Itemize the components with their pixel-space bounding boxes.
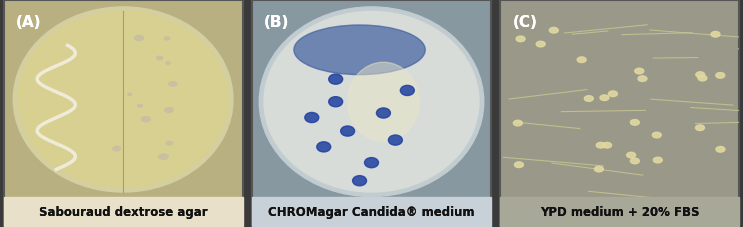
Text: (A): (A) — [16, 15, 41, 30]
Ellipse shape — [638, 76, 647, 82]
Text: Sabouraud dextrose agar: Sabouraud dextrose agar — [39, 205, 207, 218]
Text: CHROMagar Candida® medium: CHROMagar Candida® medium — [268, 205, 475, 218]
Ellipse shape — [653, 158, 662, 163]
Bar — [252, 197, 491, 226]
Ellipse shape — [166, 142, 172, 145]
Ellipse shape — [169, 82, 177, 87]
Ellipse shape — [577, 58, 586, 63]
Ellipse shape — [141, 117, 150, 122]
Ellipse shape — [609, 91, 617, 97]
Ellipse shape — [113, 147, 120, 151]
Ellipse shape — [698, 76, 707, 81]
Ellipse shape — [389, 136, 403, 146]
Text: (A): (A) — [16, 15, 41, 30]
Ellipse shape — [549, 28, 558, 34]
Ellipse shape — [259, 8, 484, 197]
Ellipse shape — [166, 62, 170, 65]
Ellipse shape — [716, 147, 725, 153]
Ellipse shape — [264, 12, 479, 192]
Ellipse shape — [157, 57, 163, 61]
Text: (B): (B) — [264, 15, 290, 30]
Ellipse shape — [165, 108, 173, 113]
Ellipse shape — [317, 142, 331, 152]
Ellipse shape — [513, 121, 522, 126]
Ellipse shape — [328, 97, 343, 107]
Ellipse shape — [695, 125, 704, 131]
Ellipse shape — [13, 8, 233, 192]
Ellipse shape — [635, 69, 643, 74]
Text: Sabouraud dextrose agar: Sabouraud dextrose agar — [39, 205, 207, 218]
Ellipse shape — [305, 113, 319, 123]
Ellipse shape — [353, 176, 366, 186]
Ellipse shape — [340, 126, 354, 136]
Bar — [4, 197, 242, 226]
Ellipse shape — [159, 154, 168, 160]
Ellipse shape — [630, 158, 639, 164]
Ellipse shape — [695, 72, 705, 78]
Ellipse shape — [600, 96, 609, 101]
Ellipse shape — [164, 38, 169, 41]
Text: YPD medium + 20% FBS: YPD medium + 20% FBS — [540, 205, 700, 218]
Bar — [252, 197, 491, 226]
Ellipse shape — [711, 32, 720, 38]
Text: (C): (C) — [513, 15, 537, 30]
Ellipse shape — [626, 153, 635, 158]
Text: (C): (C) — [513, 15, 537, 30]
Bar — [501, 1, 739, 197]
Ellipse shape — [536, 42, 545, 48]
Text: CHROMagar Candida® medium: CHROMagar Candida® medium — [268, 205, 475, 218]
Ellipse shape — [514, 162, 523, 168]
Ellipse shape — [377, 109, 390, 118]
Ellipse shape — [348, 63, 419, 142]
Ellipse shape — [365, 158, 378, 168]
Bar — [4, 197, 242, 226]
Ellipse shape — [603, 143, 611, 148]
Bar — [501, 197, 739, 226]
Ellipse shape — [328, 75, 343, 85]
Text: YPD medium + 20% FBS: YPD medium + 20% FBS — [540, 205, 700, 218]
Ellipse shape — [137, 105, 143, 108]
Ellipse shape — [630, 120, 639, 126]
Ellipse shape — [128, 94, 132, 96]
Bar — [501, 197, 739, 226]
Ellipse shape — [652, 133, 661, 138]
Ellipse shape — [584, 96, 593, 102]
Ellipse shape — [596, 143, 606, 148]
Text: (B): (B) — [264, 15, 290, 30]
Ellipse shape — [594, 167, 603, 172]
Ellipse shape — [134, 36, 143, 41]
Ellipse shape — [294, 26, 425, 75]
Ellipse shape — [400, 86, 415, 96]
Ellipse shape — [516, 37, 525, 42]
Ellipse shape — [18, 12, 228, 188]
Ellipse shape — [716, 73, 724, 79]
